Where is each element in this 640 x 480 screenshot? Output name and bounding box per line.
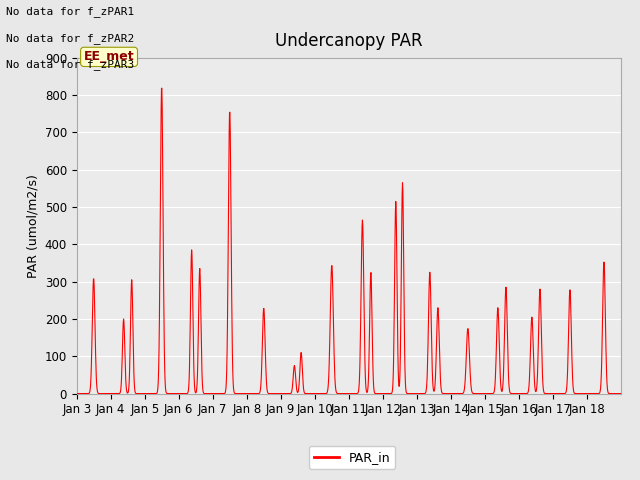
Text: No data for f_zPAR2: No data for f_zPAR2 [6,33,134,44]
Title: Undercanopy PAR: Undercanopy PAR [275,33,422,50]
Y-axis label: PAR (umol/m2/s): PAR (umol/m2/s) [26,174,39,277]
Legend: PAR_in: PAR_in [308,446,396,469]
Text: No data for f_zPAR3: No data for f_zPAR3 [6,59,134,70]
Text: EE_met: EE_met [84,50,134,63]
Text: No data for f_zPAR1: No data for f_zPAR1 [6,6,134,17]
